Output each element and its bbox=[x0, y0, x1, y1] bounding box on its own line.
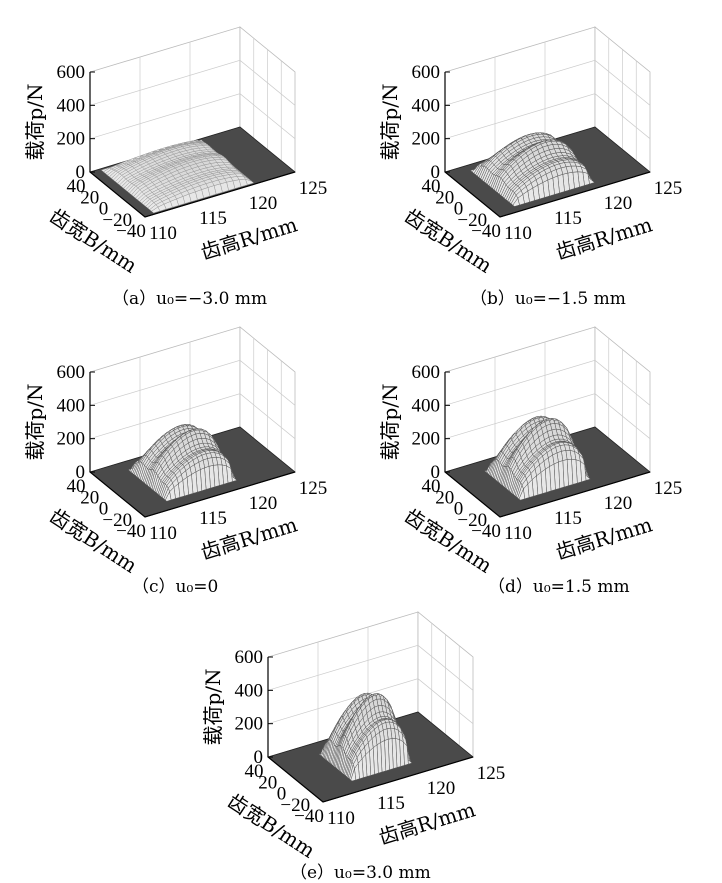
z-axis-label: 载荷p/N bbox=[378, 83, 402, 160]
z-axis-label: 载荷p/N bbox=[378, 383, 402, 460]
r-tick-label: 125 bbox=[654, 178, 683, 199]
z-tick-label: 600 bbox=[57, 362, 86, 383]
z-tick-label: 600 bbox=[412, 62, 441, 83]
z-tick-label: 400 bbox=[57, 95, 86, 116]
z-axis-label: 载荷p/N bbox=[23, 83, 47, 160]
z-tick-label: 200 bbox=[57, 129, 86, 150]
r-tick-label: 110 bbox=[149, 223, 177, 244]
r-tick-label: 115 bbox=[199, 208, 227, 229]
r-tick-label: 125 bbox=[299, 478, 328, 499]
r-tick-label: 115 bbox=[199, 508, 227, 529]
r-tick-label: 115 bbox=[377, 793, 405, 814]
b-tick-label: 20 bbox=[435, 187, 454, 208]
z-axis-label: 载荷p/N bbox=[201, 668, 225, 745]
r-tick-label: 120 bbox=[249, 493, 278, 514]
b-tick-label: −40 bbox=[116, 521, 146, 542]
b-tick-label: 20 bbox=[80, 487, 99, 508]
b-tick-label: 20 bbox=[258, 772, 277, 793]
z-tick-label: 400 bbox=[412, 95, 441, 116]
r-tick-label: 110 bbox=[504, 523, 532, 544]
r-tick-label: 110 bbox=[327, 808, 355, 829]
z-tick-label: 200 bbox=[412, 129, 441, 150]
b-tick-label: −40 bbox=[471, 221, 501, 242]
z-tick-label: 400 bbox=[235, 680, 264, 701]
r-tick-label: 120 bbox=[604, 193, 633, 214]
z-tick-label: 200 bbox=[235, 714, 264, 735]
r-tick-label: 125 bbox=[477, 763, 506, 784]
r-tick-label: 115 bbox=[554, 508, 582, 529]
r-tick-label: 110 bbox=[149, 523, 177, 544]
r-tick-label: 120 bbox=[427, 778, 456, 799]
panel-caption-e: （e）u₀=3.0 mm bbox=[290, 858, 431, 883]
b-tick-label: 20 bbox=[80, 187, 99, 208]
r-tick-label: 115 bbox=[554, 208, 582, 229]
z-tick-label: 200 bbox=[57, 429, 86, 450]
b-tick-label: 20 bbox=[435, 487, 454, 508]
z-tick-label: 600 bbox=[57, 62, 86, 83]
z-tick-label: 400 bbox=[412, 395, 441, 416]
z-axis-label: 载荷p/N bbox=[23, 383, 47, 460]
z-tick-label: 600 bbox=[235, 647, 264, 668]
z-tick-label: 200 bbox=[412, 429, 441, 450]
r-tick-label: 110 bbox=[504, 223, 532, 244]
z-tick-label: 600 bbox=[412, 362, 441, 383]
b-tick-label: −40 bbox=[294, 806, 324, 827]
r-tick-label: 125 bbox=[654, 478, 683, 499]
b-tick-label: −40 bbox=[471, 521, 501, 542]
z-tick-label: 400 bbox=[57, 395, 86, 416]
r-tick-label: 120 bbox=[249, 193, 278, 214]
r-tick-label: 120 bbox=[604, 493, 633, 514]
b-tick-label: −40 bbox=[116, 221, 146, 242]
r-tick-label: 125 bbox=[299, 178, 328, 199]
